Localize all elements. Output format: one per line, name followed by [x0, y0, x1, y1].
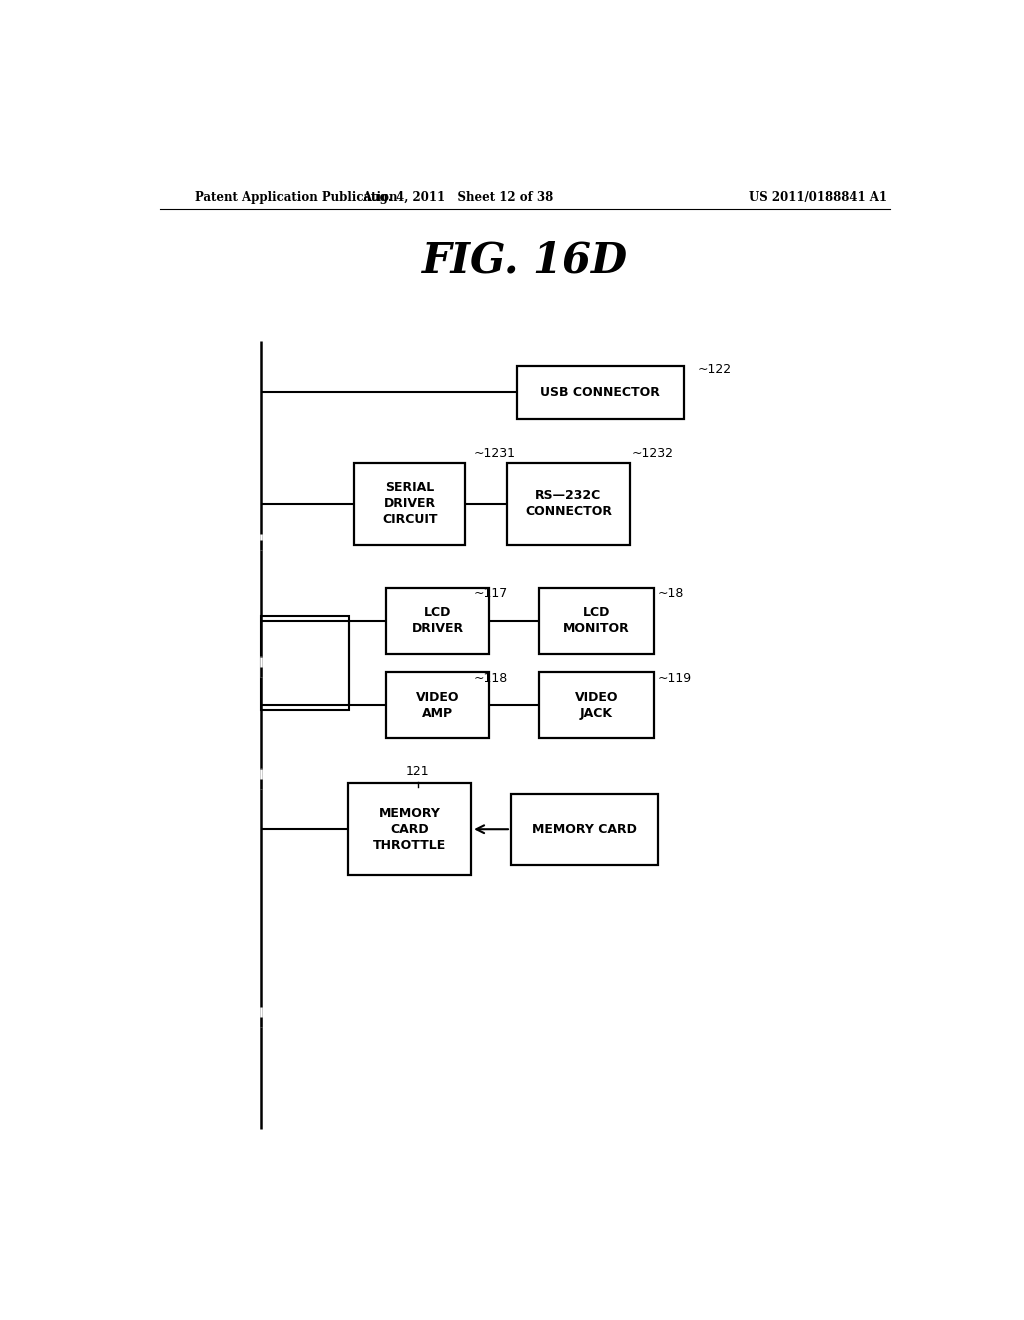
Text: ~117: ~117 — [474, 587, 508, 599]
Text: USB CONNECTOR: USB CONNECTOR — [541, 385, 660, 399]
Text: MEMORY
CARD
THROTTLE: MEMORY CARD THROTTLE — [373, 807, 446, 851]
Text: 121: 121 — [406, 766, 429, 779]
Text: FIG. 16D: FIG. 16D — [422, 239, 628, 281]
Text: VIDEO
AMP: VIDEO AMP — [416, 690, 459, 719]
Bar — [261, 615, 348, 710]
Text: Patent Application Publication: Patent Application Publication — [196, 190, 398, 203]
Text: Aug. 4, 2011   Sheet 12 of 38: Aug. 4, 2011 Sheet 12 of 38 — [361, 190, 553, 203]
Text: LCD
DRIVER: LCD DRIVER — [412, 606, 464, 635]
Text: ~1231: ~1231 — [474, 446, 516, 459]
Bar — [511, 793, 657, 865]
Text: SERIAL
DRIVER
CIRCUIT: SERIAL DRIVER CIRCUIT — [382, 482, 437, 527]
Text: ~118: ~118 — [474, 672, 508, 685]
Bar — [386, 672, 489, 738]
Text: RS—232C
CONNECTOR: RS—232C CONNECTOR — [525, 490, 612, 519]
Text: MEMORY CARD: MEMORY CARD — [531, 822, 637, 836]
Bar — [354, 463, 465, 545]
Bar — [539, 672, 653, 738]
Bar — [539, 587, 653, 653]
Text: LCD
MONITOR: LCD MONITOR — [563, 606, 630, 635]
Text: ~122: ~122 — [697, 363, 732, 376]
Bar — [507, 463, 630, 545]
Bar — [348, 784, 471, 875]
Text: US 2011/0188841 A1: US 2011/0188841 A1 — [750, 190, 888, 203]
Text: ~1232: ~1232 — [631, 446, 673, 459]
Text: ~18: ~18 — [658, 587, 684, 599]
Text: VIDEO
JACK: VIDEO JACK — [574, 690, 617, 719]
Bar — [517, 366, 684, 418]
Bar — [386, 587, 489, 653]
Text: ~119: ~119 — [658, 672, 692, 685]
